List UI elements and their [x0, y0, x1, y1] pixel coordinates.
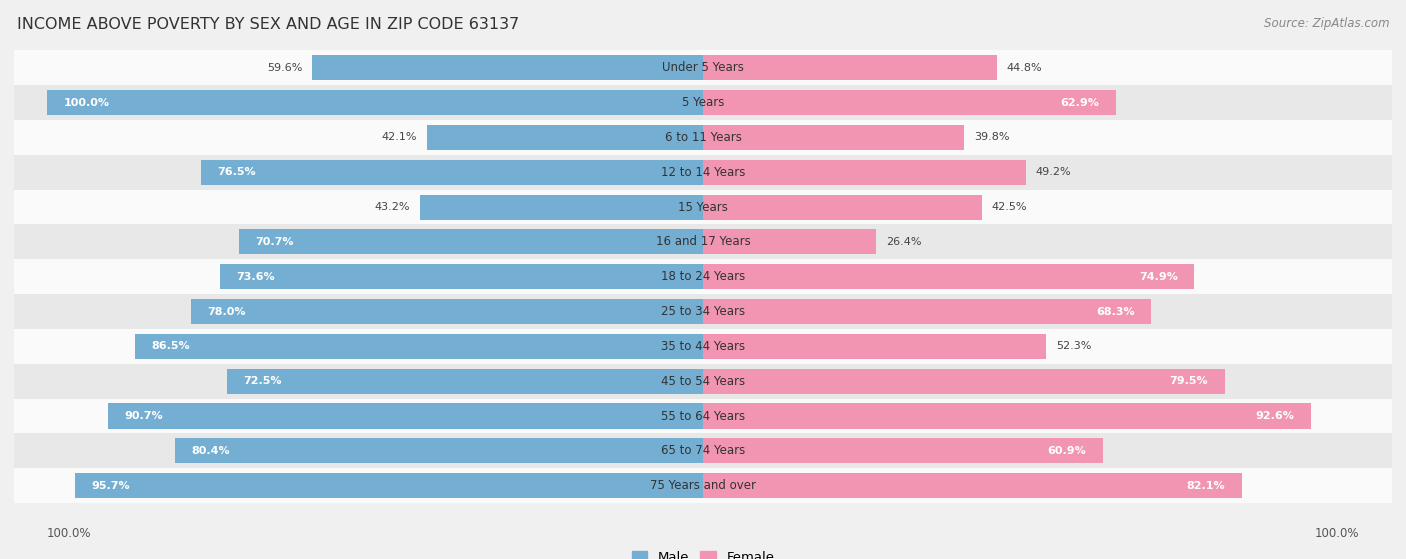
Text: 70.7%: 70.7%	[256, 237, 294, 247]
Text: 60.9%: 60.9%	[1047, 446, 1087, 456]
Bar	[239, 229, 703, 254]
Text: 15 Years: 15 Years	[678, 201, 728, 214]
Text: 26.4%: 26.4%	[886, 237, 921, 247]
Text: 95.7%: 95.7%	[91, 481, 131, 491]
Text: 90.7%: 90.7%	[124, 411, 163, 421]
Text: 100.0%: 100.0%	[1315, 528, 1360, 541]
Bar	[14, 433, 1392, 468]
Text: 68.3%: 68.3%	[1097, 306, 1135, 316]
Text: Under 5 Years: Under 5 Years	[662, 61, 744, 74]
Bar	[176, 438, 703, 463]
Text: 18 to 24 Years: 18 to 24 Years	[661, 270, 745, 283]
Bar	[14, 155, 1392, 190]
Bar	[427, 125, 703, 150]
Text: 79.5%: 79.5%	[1170, 376, 1208, 386]
Text: 100.0%: 100.0%	[46, 528, 91, 541]
Text: INCOME ABOVE POVERTY BY SEX AND AGE IN ZIP CODE 63137: INCOME ABOVE POVERTY BY SEX AND AGE IN Z…	[17, 17, 519, 32]
Text: 42.1%: 42.1%	[381, 132, 418, 143]
Bar	[703, 404, 1310, 429]
Bar	[14, 329, 1392, 364]
Text: 82.1%: 82.1%	[1187, 481, 1225, 491]
Text: 6 to 11 Years: 6 to 11 Years	[665, 131, 741, 144]
Text: 39.8%: 39.8%	[974, 132, 1010, 143]
Bar	[419, 195, 703, 220]
Bar	[14, 399, 1392, 433]
Text: 100.0%: 100.0%	[63, 98, 110, 107]
Text: 25 to 34 Years: 25 to 34 Years	[661, 305, 745, 318]
Text: 44.8%: 44.8%	[1007, 63, 1042, 73]
Text: 5 Years: 5 Years	[682, 96, 724, 109]
Bar	[14, 259, 1392, 294]
Bar	[14, 85, 1392, 120]
Bar	[703, 438, 1102, 463]
Bar	[75, 473, 703, 498]
Bar	[14, 468, 1392, 503]
Bar	[703, 264, 1195, 289]
Text: 75 Years and over: 75 Years and over	[650, 479, 756, 492]
Bar	[14, 190, 1392, 225]
Bar	[703, 473, 1241, 498]
Text: 12 to 14 Years: 12 to 14 Years	[661, 165, 745, 179]
Bar	[14, 120, 1392, 155]
Text: 76.5%: 76.5%	[218, 167, 256, 177]
Bar	[703, 368, 1225, 394]
Text: 62.9%: 62.9%	[1060, 98, 1099, 107]
Legend: Male, Female: Male, Female	[626, 546, 780, 559]
Text: 43.2%: 43.2%	[374, 202, 409, 212]
Text: 92.6%: 92.6%	[1256, 411, 1294, 421]
Text: 16 and 17 Years: 16 and 17 Years	[655, 235, 751, 248]
Text: 55 to 64 Years: 55 to 64 Years	[661, 410, 745, 423]
Bar	[703, 125, 965, 150]
Text: Source: ZipAtlas.com: Source: ZipAtlas.com	[1264, 17, 1389, 30]
Text: 49.2%: 49.2%	[1036, 167, 1071, 177]
Text: 59.6%: 59.6%	[267, 63, 302, 73]
Bar	[703, 90, 1116, 115]
Text: 73.6%: 73.6%	[236, 272, 276, 282]
Text: 72.5%: 72.5%	[243, 376, 283, 386]
Bar	[703, 229, 876, 254]
Bar	[14, 364, 1392, 399]
Text: 78.0%: 78.0%	[208, 306, 246, 316]
Bar	[14, 225, 1392, 259]
Bar	[46, 90, 703, 115]
Text: 45 to 54 Years: 45 to 54 Years	[661, 375, 745, 388]
Bar	[703, 160, 1026, 185]
Bar	[191, 299, 703, 324]
Bar	[221, 264, 703, 289]
Bar	[228, 368, 703, 394]
Text: 80.4%: 80.4%	[191, 446, 231, 456]
Text: 65 to 74 Years: 65 to 74 Years	[661, 444, 745, 457]
Bar	[312, 55, 703, 80]
Bar	[201, 160, 703, 185]
Text: 86.5%: 86.5%	[152, 342, 190, 352]
Bar	[703, 195, 981, 220]
Bar	[135, 334, 703, 359]
Bar	[703, 334, 1046, 359]
Text: 35 to 44 Years: 35 to 44 Years	[661, 340, 745, 353]
Bar	[14, 294, 1392, 329]
Text: 52.3%: 52.3%	[1056, 342, 1091, 352]
Bar	[703, 55, 997, 80]
Bar	[108, 404, 703, 429]
Text: 42.5%: 42.5%	[991, 202, 1028, 212]
Bar	[14, 50, 1392, 85]
Bar	[703, 299, 1152, 324]
Text: 74.9%: 74.9%	[1139, 272, 1178, 282]
